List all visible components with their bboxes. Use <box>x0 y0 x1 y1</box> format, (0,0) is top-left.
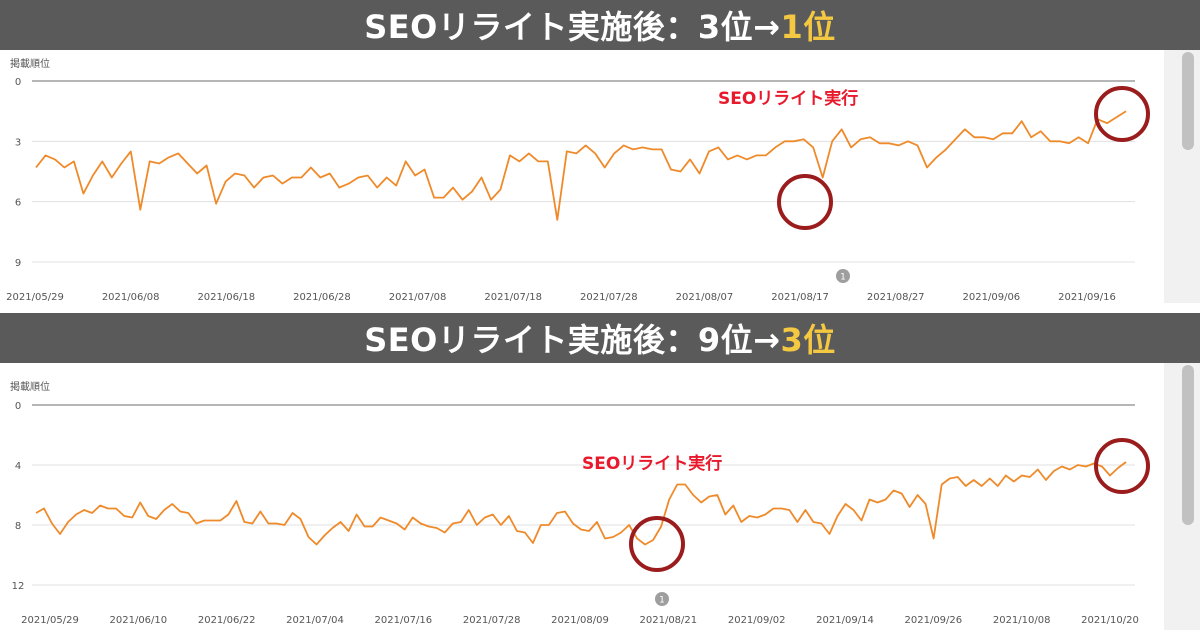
chart-panel-bottom: 掲載順位 0 4 8 12 2021/05/29 2021/06/10 2021/06/22 2… <box>0 363 1200 630</box>
banner-top-highlight: 1位 <box>780 8 836 46</box>
x-tick-label: 2021/05/29 <box>6 292 64 303</box>
rewrite-highlight-circle <box>777 174 833 230</box>
x-tick-label: 2021/08/27 <box>867 292 925 303</box>
x-tick-label: 2021/09/06 <box>963 292 1021 303</box>
banner-bottom: SEOリライト実施後：9位→ 3位 <box>0 313 1200 363</box>
chart-panel-top: 掲載順位 0 3 6 9 2021/05/29 2021/06/08 2021/06/18 20… <box>0 50 1200 303</box>
banner-bottom-highlight: 3位 <box>780 321 836 359</box>
y-tick-label: 6 <box>15 198 21 209</box>
current-rank-circle <box>1094 438 1150 494</box>
x-tick-label: 2021/06/10 <box>110 615 168 626</box>
series-line <box>35 461 1127 546</box>
x-tick-label: 2021/05/29 <box>21 615 79 626</box>
scrollbar-top[interactable] <box>1164 50 1200 303</box>
annotation-marker-label: 1 <box>659 596 665 606</box>
annotation-label: SEOリライト実行 <box>718 88 858 109</box>
x-tick-label: 2021/07/16 <box>375 615 433 626</box>
chart-top: 掲載順位 0 3 6 9 2021/05/29 2021/06/08 2021/06/18 20… <box>6 57 1150 303</box>
x-tick-label: 2021/10/08 <box>993 615 1051 626</box>
y-tick-label: 0 <box>15 77 21 88</box>
x-tick-label: 2021/07/28 <box>463 615 521 626</box>
scrollbar-thumb-top[interactable] <box>1182 52 1194 150</box>
series-line <box>35 110 1127 221</box>
y-tick-label: 9 <box>15 258 21 269</box>
x-tick-label: 2021/07/08 <box>389 292 447 303</box>
x-tick-label: 2021/07/18 <box>484 292 542 303</box>
y-tick-label: 8 <box>15 521 21 532</box>
x-tick-label: 2021/06/08 <box>102 292 160 303</box>
y-tick-label: 4 <box>15 461 21 472</box>
x-tick-label: 2021/07/04 <box>286 615 344 626</box>
annotation-marker <box>655 592 669 606</box>
y-axis-label: 掲載順位 <box>10 57 50 70</box>
annotation-label: SEOリライト実行 <box>582 453 722 474</box>
banner-top: SEOリライト実施後：3位→ 1位 <box>0 0 1200 50</box>
chart-bottom: 掲載順位 0 4 8 12 2021/05/29 2021/06/10 2021/06/22 2… <box>10 380 1150 626</box>
x-tick-label: 2021/09/26 <box>905 615 963 626</box>
x-tick-label: 2021/08/07 <box>676 292 734 303</box>
x-tick-label: 2021/10/20 <box>1081 615 1139 626</box>
x-tick-label: 2021/08/21 <box>640 615 698 626</box>
y-tick-label: 12 <box>12 581 25 592</box>
scrollbar-thumb-bottom[interactable] <box>1182 365 1194 525</box>
x-tick-label: 2021/09/02 <box>728 615 786 626</box>
y-tick-label: 0 <box>15 401 21 412</box>
annotation-marker-label: 1 <box>840 273 846 283</box>
current-rank-circle <box>1094 86 1150 142</box>
x-tick-label: 2021/09/16 <box>1058 292 1116 303</box>
x-tick-label: 2021/06/28 <box>293 292 351 303</box>
annotation-marker <box>836 269 850 283</box>
scrollbar-bottom[interactable] <box>1164 363 1200 630</box>
x-tick-label: 2021/09/14 <box>816 615 874 626</box>
x-tick-label: 2021/07/28 <box>580 292 638 303</box>
y-tick-label: 3 <box>15 137 21 148</box>
rewrite-highlight-circle <box>629 516 685 572</box>
banner-top-prefix: SEOリライト実施後：3位→ <box>364 8 781 46</box>
x-tick-label: 2021/06/18 <box>197 292 255 303</box>
x-tick-label: 2021/06/22 <box>198 615 256 626</box>
y-axis-label: 掲載順位 <box>10 380 50 393</box>
banner-bottom-prefix: SEOリライト実施後：9位→ <box>364 321 781 359</box>
x-tick-label: 2021/08/17 <box>771 292 829 303</box>
x-tick-label: 2021/08/09 <box>551 615 609 626</box>
